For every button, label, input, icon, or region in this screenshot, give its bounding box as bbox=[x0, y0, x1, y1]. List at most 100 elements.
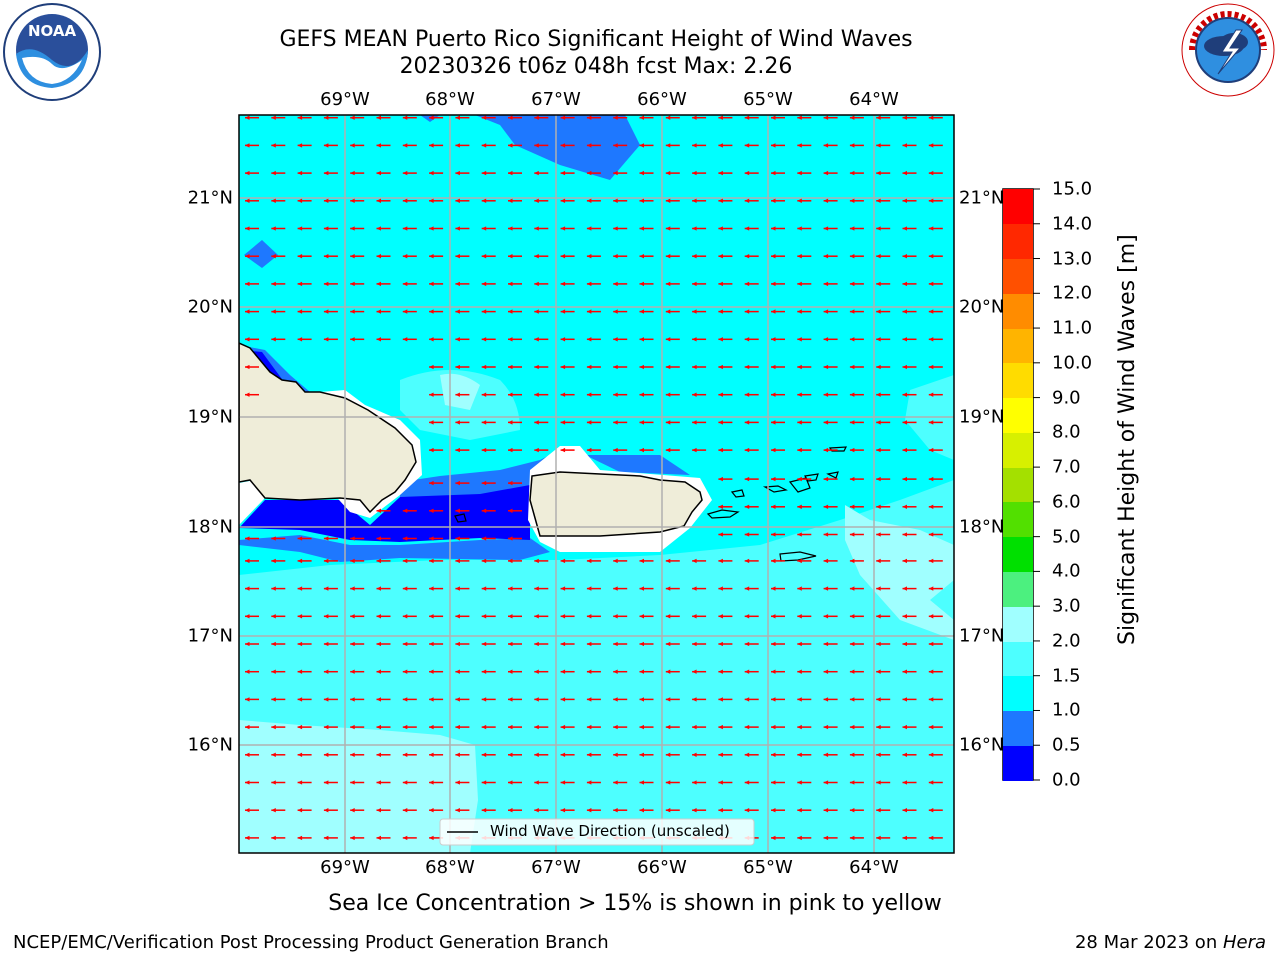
wind-wave-arrowhead bbox=[665, 641, 671, 647]
wind-wave-arrowhead bbox=[586, 724, 592, 730]
wind-wave-arrowhead bbox=[876, 532, 881, 537]
wind-wave-arrowhead bbox=[455, 170, 460, 176]
wind-wave-arrowhead bbox=[245, 669, 250, 674]
wind-wave-arrowhead bbox=[402, 536, 408, 541]
wind-wave-arrowhead bbox=[613, 614, 618, 619]
wind-wave-arrowhead bbox=[639, 808, 645, 813]
wind-wave-arrowhead bbox=[376, 254, 382, 259]
wind-wave-arrowhead bbox=[823, 504, 829, 509]
wind-wave-arrowhead bbox=[534, 724, 539, 730]
wind-wave-arrowhead bbox=[849, 641, 855, 647]
wind-wave-arrowhead bbox=[508, 724, 513, 730]
wind-wave-arrowhead bbox=[297, 170, 303, 176]
wind-wave-arrowhead bbox=[586, 558, 592, 564]
wind-wave-arrowhead bbox=[692, 281, 697, 287]
colorbar-tick-label: 10.0 bbox=[1052, 352, 1093, 374]
wind-wave-arrowhead bbox=[797, 504, 802, 509]
wind-wave-arrowhead bbox=[797, 337, 802, 342]
wind-wave-arrowhead bbox=[928, 254, 934, 259]
lat-label-left: 21°N bbox=[187, 187, 233, 209]
wind-wave-arrowhead bbox=[481, 669, 487, 674]
wind-wave-arrowhead bbox=[902, 586, 908, 591]
wind-wave-arrowhead bbox=[665, 392, 671, 397]
wind-wave-arrowhead bbox=[534, 669, 539, 674]
wind-wave-arrowhead bbox=[692, 226, 697, 231]
wind-wave-arrowhead bbox=[429, 480, 434, 486]
wind-wave-arrowhead bbox=[429, 697, 434, 702]
wind-wave-arrowhead bbox=[271, 143, 276, 148]
wind-wave-arrowhead bbox=[323, 614, 329, 619]
wind-wave-arrowhead bbox=[481, 780, 487, 785]
wind-wave-arrowhead bbox=[823, 697, 829, 702]
wind-wave-arrowhead bbox=[245, 364, 250, 370]
wind-wave-arrowhead bbox=[271, 669, 276, 674]
lon-label-top: 67°W bbox=[531, 89, 581, 110]
wind-wave-arrowhead bbox=[613, 420, 618, 425]
wind-wave-arrowhead bbox=[508, 337, 513, 342]
wind-wave-arrowhead bbox=[876, 420, 881, 425]
wind-wave-arrowhead bbox=[797, 532, 802, 537]
lat-label-right: 19°N bbox=[959, 406, 1005, 428]
wind-wave-arrowhead bbox=[849, 697, 855, 702]
wind-wave-arrowhead bbox=[455, 669, 460, 674]
wind-wave-arrowhead bbox=[613, 697, 618, 702]
lat-label-left: 16°N bbox=[187, 734, 233, 756]
wind-wave-arrowhead bbox=[744, 281, 750, 287]
wind-wave-arrowhead bbox=[429, 254, 434, 259]
colorbar-tick-label: 4.0 bbox=[1052, 560, 1081, 582]
wind-wave-arrowhead bbox=[718, 641, 723, 647]
colorbar-tick-label: 2.0 bbox=[1052, 630, 1081, 652]
wind-wave-arrowhead bbox=[771, 337, 776, 342]
wind-wave-arrowhead bbox=[718, 309, 723, 314]
legend-label: Wind Wave Direction (unscaled) bbox=[490, 822, 730, 840]
wind-wave-arrowhead bbox=[429, 724, 434, 730]
wind-wave-arrowhead bbox=[665, 143, 671, 148]
wind-wave-arrowhead bbox=[402, 669, 408, 674]
wind-wave-arrowhead bbox=[297, 115, 303, 120]
wind-wave-arrowhead bbox=[534, 641, 539, 647]
wind-wave-arrowhead bbox=[744, 752, 750, 757]
wind-wave-arrowhead bbox=[429, 198, 434, 203]
lon-label-bottom: 66°W bbox=[637, 857, 687, 878]
wind-wave-arrowhead bbox=[928, 532, 934, 537]
colorbar-tick-label: 15.0 bbox=[1052, 178, 1093, 200]
wind-wave-arrowhead bbox=[928, 392, 934, 397]
wind-wave-arrowhead bbox=[560, 309, 566, 314]
wind-wave-arrowhead bbox=[245, 281, 250, 287]
wind-wave-arrowhead bbox=[928, 281, 934, 287]
wind-wave-arrowhead bbox=[534, 364, 539, 370]
lon-label-top: 69°W bbox=[320, 89, 370, 110]
wind-wave-arrowhead bbox=[797, 281, 802, 287]
wind-wave-arrowhead bbox=[560, 281, 566, 287]
wind-wave-arrowhead bbox=[928, 586, 934, 591]
wind-wave-arrowhead bbox=[560, 614, 566, 619]
wind-wave-arrows bbox=[245, 115, 943, 841]
wind-wave-arrowhead bbox=[429, 281, 434, 287]
wind-wave-arrowhead bbox=[271, 752, 276, 757]
wind-wave-arrowhead bbox=[402, 835, 408, 841]
wind-wave-arrowhead bbox=[876, 780, 881, 785]
wind-wave-arrowhead bbox=[613, 254, 618, 259]
wind-wave-arrowhead bbox=[245, 724, 250, 730]
wind-wave-arrowhead bbox=[639, 392, 645, 397]
wind-wave-arrowhead bbox=[876, 143, 881, 148]
wind-wave-arrowhead bbox=[271, 586, 276, 591]
wind-wave-arrowhead bbox=[744, 254, 750, 259]
wind-wave-arrowhead bbox=[429, 641, 434, 647]
wind-wave-arrowhead bbox=[797, 447, 802, 453]
wave-field-2-0-southwest bbox=[239, 720, 478, 853]
wind-wave-arrowhead bbox=[876, 226, 881, 231]
wind-wave-arrowhead bbox=[665, 364, 671, 370]
wind-wave-arrowhead bbox=[902, 392, 908, 397]
wind-wave-arrowhead bbox=[665, 614, 671, 619]
wind-wave-arrowhead bbox=[849, 337, 855, 342]
wind-wave-arrowhead bbox=[376, 558, 382, 564]
wind-wave-arrowhead bbox=[771, 447, 776, 453]
wind-wave-arrowhead bbox=[455, 281, 460, 287]
wind-wave-arrowhead bbox=[350, 115, 355, 120]
wind-wave-arrowhead bbox=[402, 614, 408, 619]
wind-wave-arrowhead bbox=[849, 392, 855, 397]
wind-wave-arrowhead bbox=[429, 364, 434, 370]
wind-wave-arrowhead bbox=[744, 115, 750, 120]
